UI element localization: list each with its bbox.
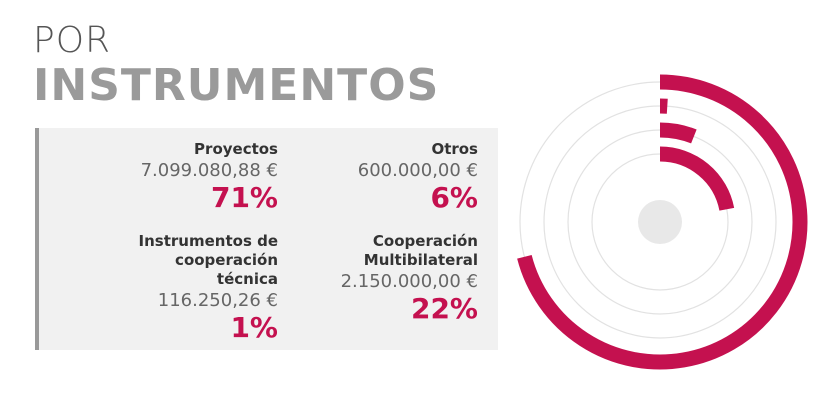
center-disc [638,200,682,244]
value-label: 22% [410,292,478,325]
legend-item: Otros 600.000,00 €6% [278,140,478,213]
legend-item: Instrumentos de cooperación técnica 116.2… [78,232,278,343]
category-label: Cooperación Multibilateral [363,232,478,269]
amount-label: 7.099.080,88 € [140,160,278,181]
value-label: 1% [230,311,278,344]
category-label: Otros [431,140,478,158]
category-label: Proyectos [194,140,278,158]
amount-label: 600.000,00 € [357,160,478,181]
amount-label: 116.250,26 € [157,290,278,311]
radial-chart [517,74,808,370]
value-label: 6% [430,181,478,214]
title: POR [33,20,112,61]
legend-item: Proyectos 7.099.080,88 €71% [78,140,278,213]
radial-bar [659,122,697,144]
amount-label: 2.150.000,00 € [340,271,478,292]
radial-bar [517,74,808,370]
radial-bar [659,146,735,211]
subtitle: INSTRUMENTOS [33,60,440,111]
value-label: 71% [210,181,278,214]
category-label: Instrumentos de cooperación técnica [138,232,278,288]
legend-item: Cooperación Multibilateral 2.150.000,00 €… [278,232,478,324]
legend-panel: Proyectos 7.099.080,88 €71% Otros 600.000,0… [35,128,498,350]
